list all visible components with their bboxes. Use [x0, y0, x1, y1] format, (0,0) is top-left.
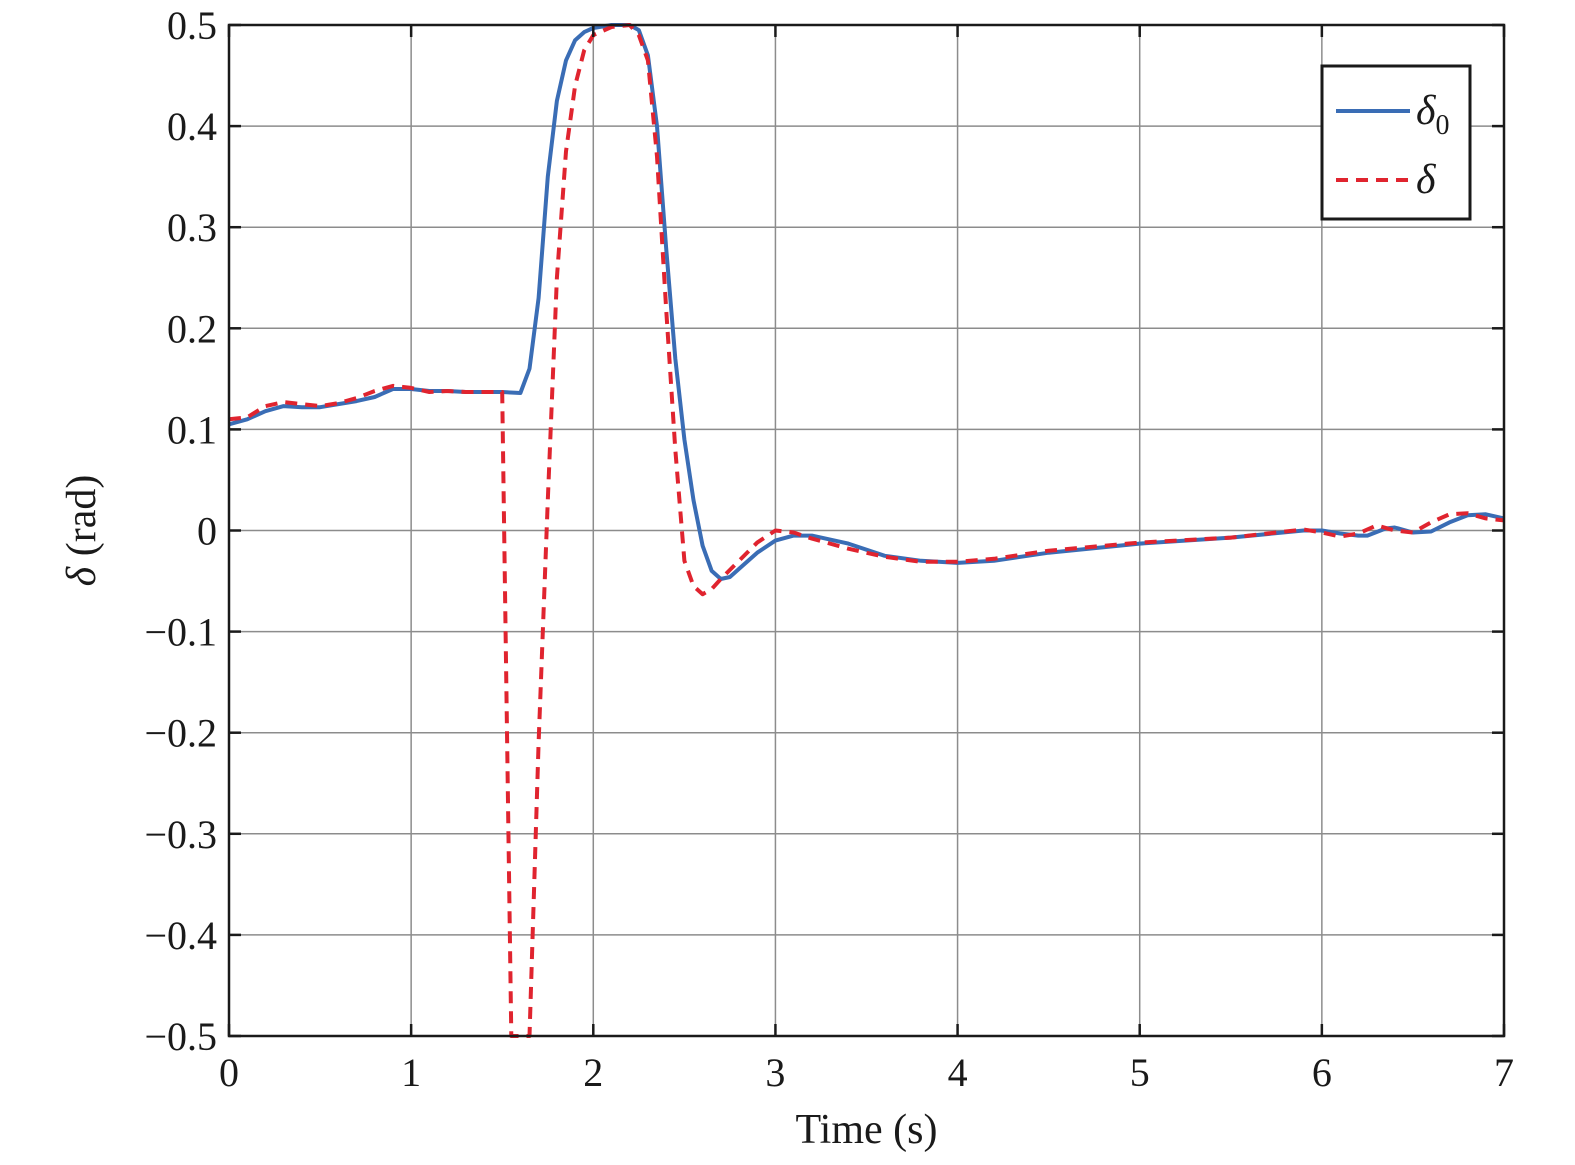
legend-label-delta0: δ0	[1416, 88, 1450, 141]
x-tick-labels: 0 1 2 3 4 5 6 7	[219, 1050, 1514, 1095]
legend-label-delta0-base: δ	[1416, 88, 1437, 134]
legend-box	[1320, 64, 1472, 221]
legend-label-delta0-sub: 0	[1436, 110, 1450, 141]
x-tick-label: 5	[1130, 1050, 1150, 1095]
legend-label-delta: δ	[1416, 157, 1437, 203]
x-tick-label: 7	[1494, 1050, 1514, 1095]
y-tick-label: 0.1	[167, 407, 217, 452]
y-tick-labels: −0.5 −0.4 −0.3 −0.2 −0.1 0 0.1 0.2 0.3 0.4 0.5	[144, 3, 217, 1059]
series-line-delta	[228, 23, 1505, 1038]
y-axis-label-symbol: δ	[59, 565, 105, 586]
x-axis-label: Time (s)	[796, 1107, 938, 1153]
y-tick-label: 0.4	[167, 104, 217, 149]
legend-label-delta-base: δ	[1416, 157, 1437, 203]
series-lines	[228, 23, 1505, 1038]
y-tick-label: −0.2	[144, 711, 217, 756]
y-tick-label: −0.5	[144, 1014, 217, 1059]
legend: δ0 δ	[1320, 64, 1472, 221]
y-tick-label: 0.3	[167, 205, 217, 250]
y-axis-label-unit: (rad)	[59, 475, 105, 567]
x-tick-label: 1	[401, 1050, 421, 1095]
y-tick-label: 0	[197, 509, 217, 554]
y-tick-label: −0.1	[144, 610, 217, 655]
series-line-delta0	[228, 23, 1505, 581]
axis-ticks	[227, 23, 1506, 1038]
x-tick-label: 2	[583, 1050, 603, 1095]
x-tick-label: 0	[219, 1050, 239, 1095]
y-tick-label: −0.3	[144, 812, 217, 857]
y-tick-label: −0.4	[144, 913, 217, 958]
x-tick-label: 4	[948, 1050, 968, 1095]
y-tick-label: 0.2	[167, 306, 217, 351]
x-tick-label: 6	[1312, 1050, 1332, 1095]
y-axis-label: δ (rad)	[59, 475, 105, 587]
x-tick-label: 3	[765, 1050, 785, 1095]
y-tick-label: 0.5	[167, 3, 217, 48]
